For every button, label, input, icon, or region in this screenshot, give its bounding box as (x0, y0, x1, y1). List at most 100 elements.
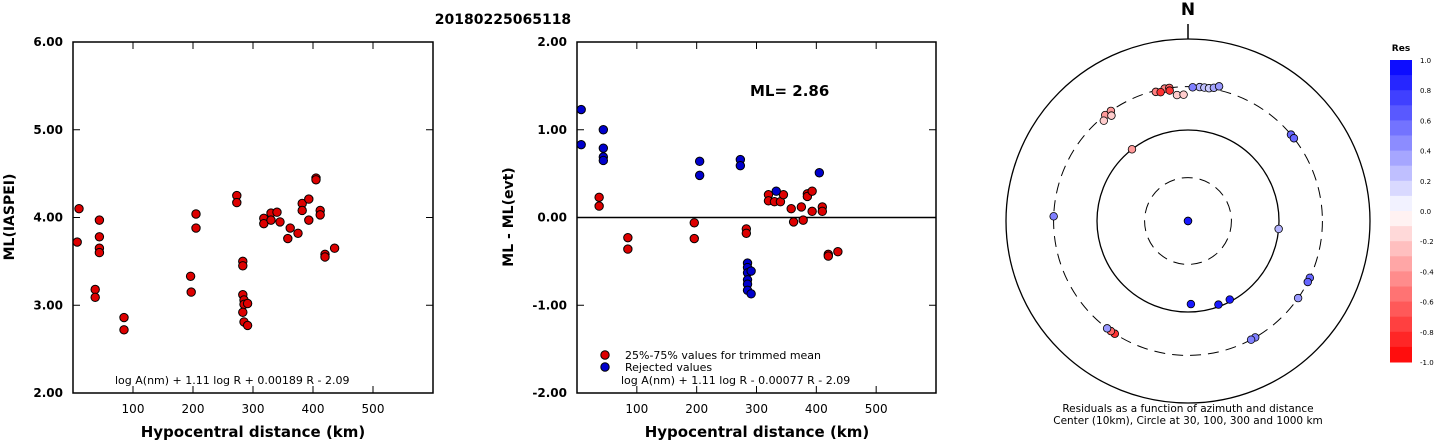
ml-annotation: ML= 2.86 (750, 82, 829, 100)
residual-point (1165, 86, 1174, 95)
map-subtitle: Residuals as a function of azimuth and d… (1062, 403, 1313, 415)
plot2-x-axis-label: Hypocentral distance (km) (645, 423, 870, 441)
range-circle-300km (1053, 86, 1323, 356)
plot1-y-tick-label: 5.00 (33, 123, 63, 137)
plot1-data-point (242, 320, 253, 331)
plot2-data-point (694, 156, 705, 167)
plot1-x-tick-label: 200 (182, 402, 205, 416)
residual-point (1188, 83, 1197, 92)
plot2-data-point (623, 232, 633, 243)
plot2-data-point (741, 228, 752, 238)
colorbar-tick-label: 1.0 (1420, 57, 1431, 65)
plot2-data-point (598, 143, 609, 153)
plot1-data-point (94, 232, 105, 242)
azimuth-residual-map: N Residuals as a function of azimuth and… (1005, 0, 1434, 427)
plot1-data-point (266, 215, 276, 225)
plot1-data-point (94, 215, 105, 225)
plot1-data-point (119, 325, 129, 335)
colorbar-segment (1390, 241, 1412, 257)
plot1-y-axis-label: ML(IASPEI) (2, 174, 18, 261)
colorbar-segment (1390, 195, 1412, 212)
colorbar-segment (1390, 135, 1412, 152)
plot2-data-point (807, 206, 817, 217)
plot2-legend: 25%-75% values for trimmed mean Rejected… (600, 349, 821, 374)
plot2-y-tick-label: 2.00 (537, 35, 567, 49)
legend-label-rejected: Rejected values (625, 361, 712, 374)
plot1-data-point (304, 215, 314, 225)
plot1-frame (72, 41, 434, 394)
colorbar-segment (1390, 286, 1412, 303)
plot2-x-tick-label: 100 (625, 402, 648, 416)
residual-point (1225, 295, 1234, 304)
plot1-data-point (283, 233, 293, 244)
plot2-x-tick-label: 300 (745, 402, 768, 416)
plot2-data-point (735, 161, 746, 171)
plot1-data-point (320, 252, 330, 262)
plot1-data-point (329, 243, 340, 253)
plot2-data-point (817, 206, 828, 217)
colorbar-tick-label: 0.0 (1420, 208, 1431, 216)
residual-point (1186, 299, 1196, 309)
residual-point (1214, 300, 1223, 309)
north-label: N (1181, 0, 1195, 20)
magnitude-vs-distance-chart: log A(nm) + 1.11 log R + 0.00189 R - 2.0… (2, 35, 434, 441)
plot2-data-point (694, 170, 705, 181)
colorbar-segment (1390, 75, 1412, 91)
residual-point (1293, 293, 1303, 303)
plot1-data-point (119, 312, 129, 323)
plot2-data-point (576, 104, 586, 115)
plot2-y-axis-label: ML - ML(evt) (501, 167, 517, 266)
plot2-data-point (598, 125, 609, 135)
plot2-data-point (746, 266, 756, 276)
plot1-x-tick-label: 400 (302, 402, 325, 416)
plot1-data-point (90, 292, 100, 303)
residual-point (1107, 111, 1116, 120)
plot2-data-point (771, 186, 781, 196)
residual-point (1099, 116, 1109, 125)
residual-point (1156, 87, 1165, 97)
colorbar-tick-label: -0.6 (1420, 299, 1434, 307)
plot1-x-tick-label: 100 (122, 402, 145, 416)
residual-point (1179, 90, 1188, 99)
colorbar-tick-label: -0.2 (1420, 238, 1434, 246)
plot2-data-point (689, 233, 699, 244)
plot1-data-point (94, 247, 105, 258)
plot1-data-point (275, 217, 285, 227)
colorbar-tick-label: 0.8 (1420, 87, 1431, 95)
residual-point (1289, 134, 1299, 143)
plot1-y-tick-label: 4.00 (33, 211, 63, 225)
colorbar-segment (1390, 316, 1412, 333)
colorbar-segment (1390, 256, 1412, 272)
plot2-data-point (814, 168, 825, 178)
plot2-data-point (798, 215, 808, 225)
plot2-data-point (746, 289, 756, 299)
plot1-data-point (90, 284, 100, 295)
plot2-data-point (833, 247, 843, 257)
plot2-data-point (823, 251, 833, 261)
legend-marker-trimmed-mean (600, 350, 610, 360)
colorbar-segment (1390, 120, 1412, 136)
plot2-y-tick-label: 1.00 (537, 123, 567, 137)
plot2-data-point (594, 201, 604, 211)
colorbar-label: Res (1392, 44, 1410, 54)
map-caption: Center (10km), Circle at 30, 100, 300 an… (1053, 415, 1323, 427)
plot1-data-point (297, 205, 307, 216)
plot1-y-tick-label: 6.00 (33, 35, 63, 49)
colorbar-tick-label: -0.8 (1420, 329, 1434, 337)
plot1-data-point (238, 261, 248, 271)
plot2-formula: log A(nm) + 1.11 log R - 0.00077 R - 2.0… (621, 374, 850, 387)
colorbar-segment (1390, 271, 1412, 287)
plot1-x-tick-label: 500 (362, 402, 385, 416)
plot1-data-point (72, 237, 82, 247)
plot2-data-point (598, 155, 609, 166)
colorbar-segment (1390, 226, 1412, 242)
residual-point (1049, 212, 1058, 221)
residual-point (1183, 216, 1193, 226)
plot2-data-point (788, 217, 799, 227)
plot2-data-point (576, 139, 586, 150)
residual-point (1102, 324, 1112, 333)
plot1-data-point (185, 271, 196, 281)
plot2-y-tick-label: 0.00 (537, 211, 567, 225)
plot2-y-tick-label: -2.00 (532, 386, 567, 400)
colorbar-tick-label: 0.4 (1420, 148, 1432, 156)
